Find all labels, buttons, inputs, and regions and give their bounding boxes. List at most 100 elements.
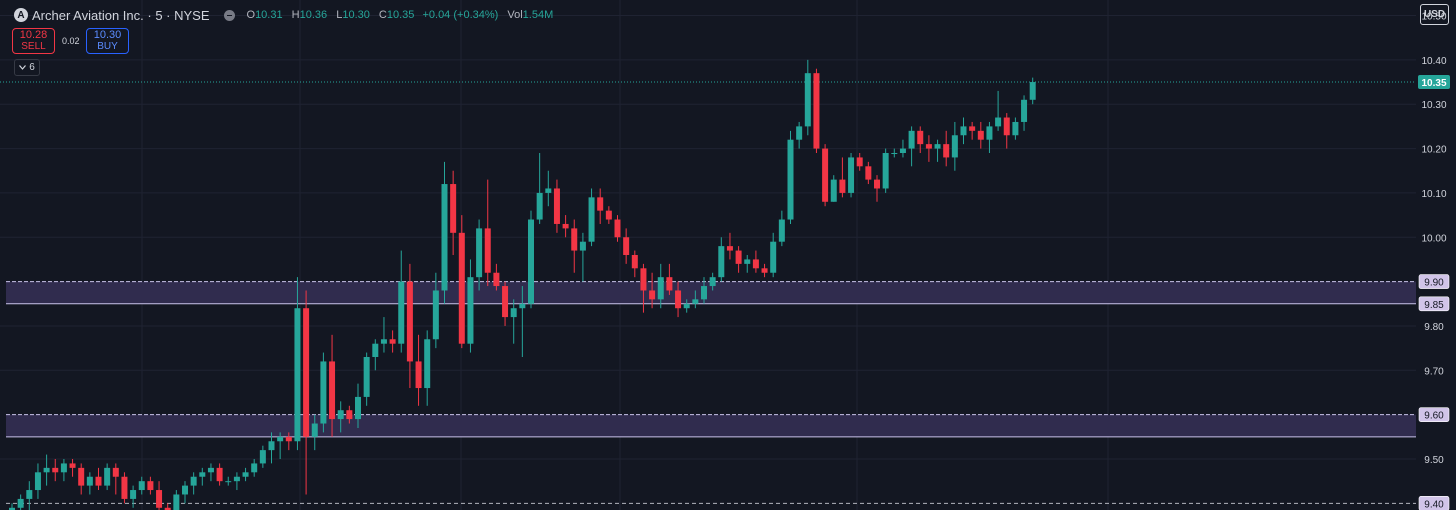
candle [60,459,67,482]
candle [770,232,777,278]
candle-body [605,210,612,220]
candle-body [856,157,863,167]
candle-body [951,135,958,158]
candle-body [121,476,128,499]
candle-body [432,290,439,340]
candle [156,481,163,510]
price-axis: 9.40 9.50 9.60 9.70 9.80 9.85 9.90 10.00 10.10 10… [1418,12,1450,510]
zone-price-label-background [1418,407,1450,422]
candle-body [631,255,638,269]
candle-body [34,472,41,491]
candle [450,170,457,255]
indicators-toggle-button[interactable]: 6 [14,59,40,76]
buy-button[interactable]: 10.30 BUY [86,28,129,54]
candle [934,139,941,162]
candle-body [874,179,880,189]
candle-body [709,277,716,287]
candle [294,277,301,451]
candle-body [796,126,803,140]
candle-body [329,361,336,420]
candle-body [285,436,292,442]
candle [951,121,958,171]
candle [476,219,483,291]
candle-body [510,308,517,318]
close-value: 10.35 [386,9,415,21]
visibility-eye-icon[interactable] [223,9,235,21]
candle-body [182,485,188,495]
candle-body [1029,82,1036,100]
candle-body [614,219,621,238]
candle-body [683,303,690,309]
price-zone [6,414,1416,438]
candle [614,215,621,242]
candle [709,272,716,291]
candle [1029,77,1036,105]
candle-body [441,184,448,291]
candle-body [17,498,24,508]
spread-value: 0.02 [62,36,80,46]
sell-price: 10.28 [19,29,48,41]
candle [969,121,976,140]
candle [320,352,327,433]
candle-body [389,339,396,344]
candle [675,281,682,318]
candle [683,299,690,313]
candle [528,210,534,309]
candle-body [458,232,465,344]
ohlc-values: O10.31 H10.36 L10.30 C10.35 +0.04 (+0.34… [247,9,554,21]
candle [173,490,180,510]
candle-body [908,130,915,149]
zone-price-label: 9.85 [1424,300,1444,311]
high-value: 10.36 [299,9,328,21]
candle-body [216,467,223,482]
candle [519,286,526,357]
price-zone [6,281,1416,305]
volume-value: 1.54M [522,9,554,21]
candle [995,90,1002,131]
candle-body [268,441,275,451]
candle [856,153,863,171]
candle-body [450,184,457,233]
candle [484,179,491,287]
candle-body [372,343,379,357]
candle-body [86,476,93,486]
candle-body [303,308,310,437]
y-tick-label: 9.50 [1424,455,1444,466]
candle [86,472,93,495]
y-tick-label: 10.00 [1421,233,1446,244]
candle [285,432,292,451]
candle [813,68,820,153]
candle [95,467,102,491]
candle [225,476,232,486]
candle-body [156,490,163,508]
candle [130,485,137,508]
candle [216,463,223,486]
candle [199,467,206,486]
candle-body [78,467,85,486]
candle [303,290,310,495]
symbol-title[interactable]: Archer Aviation Inc. · 5 · NYSE [32,7,210,23]
y-tick-label: 9.70 [1424,366,1444,377]
candle [588,188,595,247]
candle [329,334,336,437]
candle [977,121,984,149]
candle [925,135,932,162]
candle-body [917,130,924,145]
sell-button[interactable]: 10.28 SELL [12,28,55,54]
last-price-label: 10.35 [1421,78,1446,89]
currency-button[interactable]: USD [1420,4,1449,25]
candle-body [406,281,413,362]
candle [692,290,699,309]
zone-price-label-background [1418,274,1450,289]
candle [744,255,751,273]
candle [787,130,794,224]
candle-body [259,450,266,464]
volume-label: Vol [507,9,523,21]
candle [355,383,361,428]
candle-body [173,494,180,510]
candle [562,215,569,238]
candle [917,126,924,153]
symbol-legend: A Archer Aviation Inc. · 5 · NYSE O10.31… [14,6,553,24]
candle [718,237,725,282]
